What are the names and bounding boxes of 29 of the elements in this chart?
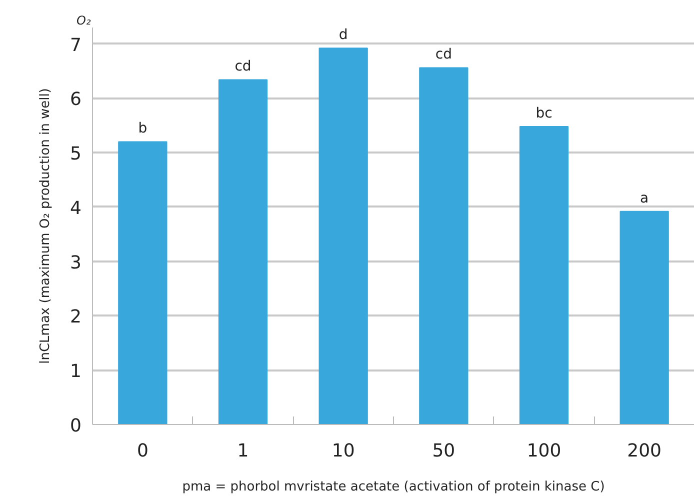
y-tick-label: 7 [70, 34, 82, 56]
y-tick-label: 3 [70, 252, 82, 274]
bar [318, 48, 368, 424]
annotation: cd [234, 58, 252, 75]
annotation: d [338, 27, 348, 44]
y-tick-label: 0 [70, 416, 82, 436]
y-tick-label: 4 [70, 198, 82, 219]
x-axis-title: pma = phorbol mvristate acetate (activation of protein kinase C) [182, 480, 605, 494]
x-tick-label: 50 [432, 440, 456, 462]
y-axis-title: lnCLmax (maximum O₂ production in well) [38, 88, 54, 364]
bar [620, 210, 669, 424]
annotation: a [640, 190, 649, 206]
bar [519, 126, 569, 424]
text: O₂ [76, 14, 91, 28]
x-tick-label: 0 [136, 440, 148, 462]
annotation: cd [435, 46, 452, 63]
annotation: b [138, 120, 148, 137]
x-tick-label: 200 [627, 440, 662, 462]
x-tick-label: 1 [237, 440, 249, 462]
y-tick-label: 6 [70, 89, 82, 110]
bar [118, 141, 168, 424]
bar [218, 79, 268, 424]
x-tick-label: 10 [332, 440, 355, 462]
y-tick-label: 5 [70, 144, 82, 165]
x-tick-label: 100 [526, 440, 562, 462]
bar [419, 67, 468, 424]
y-tick-label: 1 [70, 361, 82, 382]
y-tick-label: 2 [70, 306, 82, 328]
annotation: bc [536, 105, 552, 122]
